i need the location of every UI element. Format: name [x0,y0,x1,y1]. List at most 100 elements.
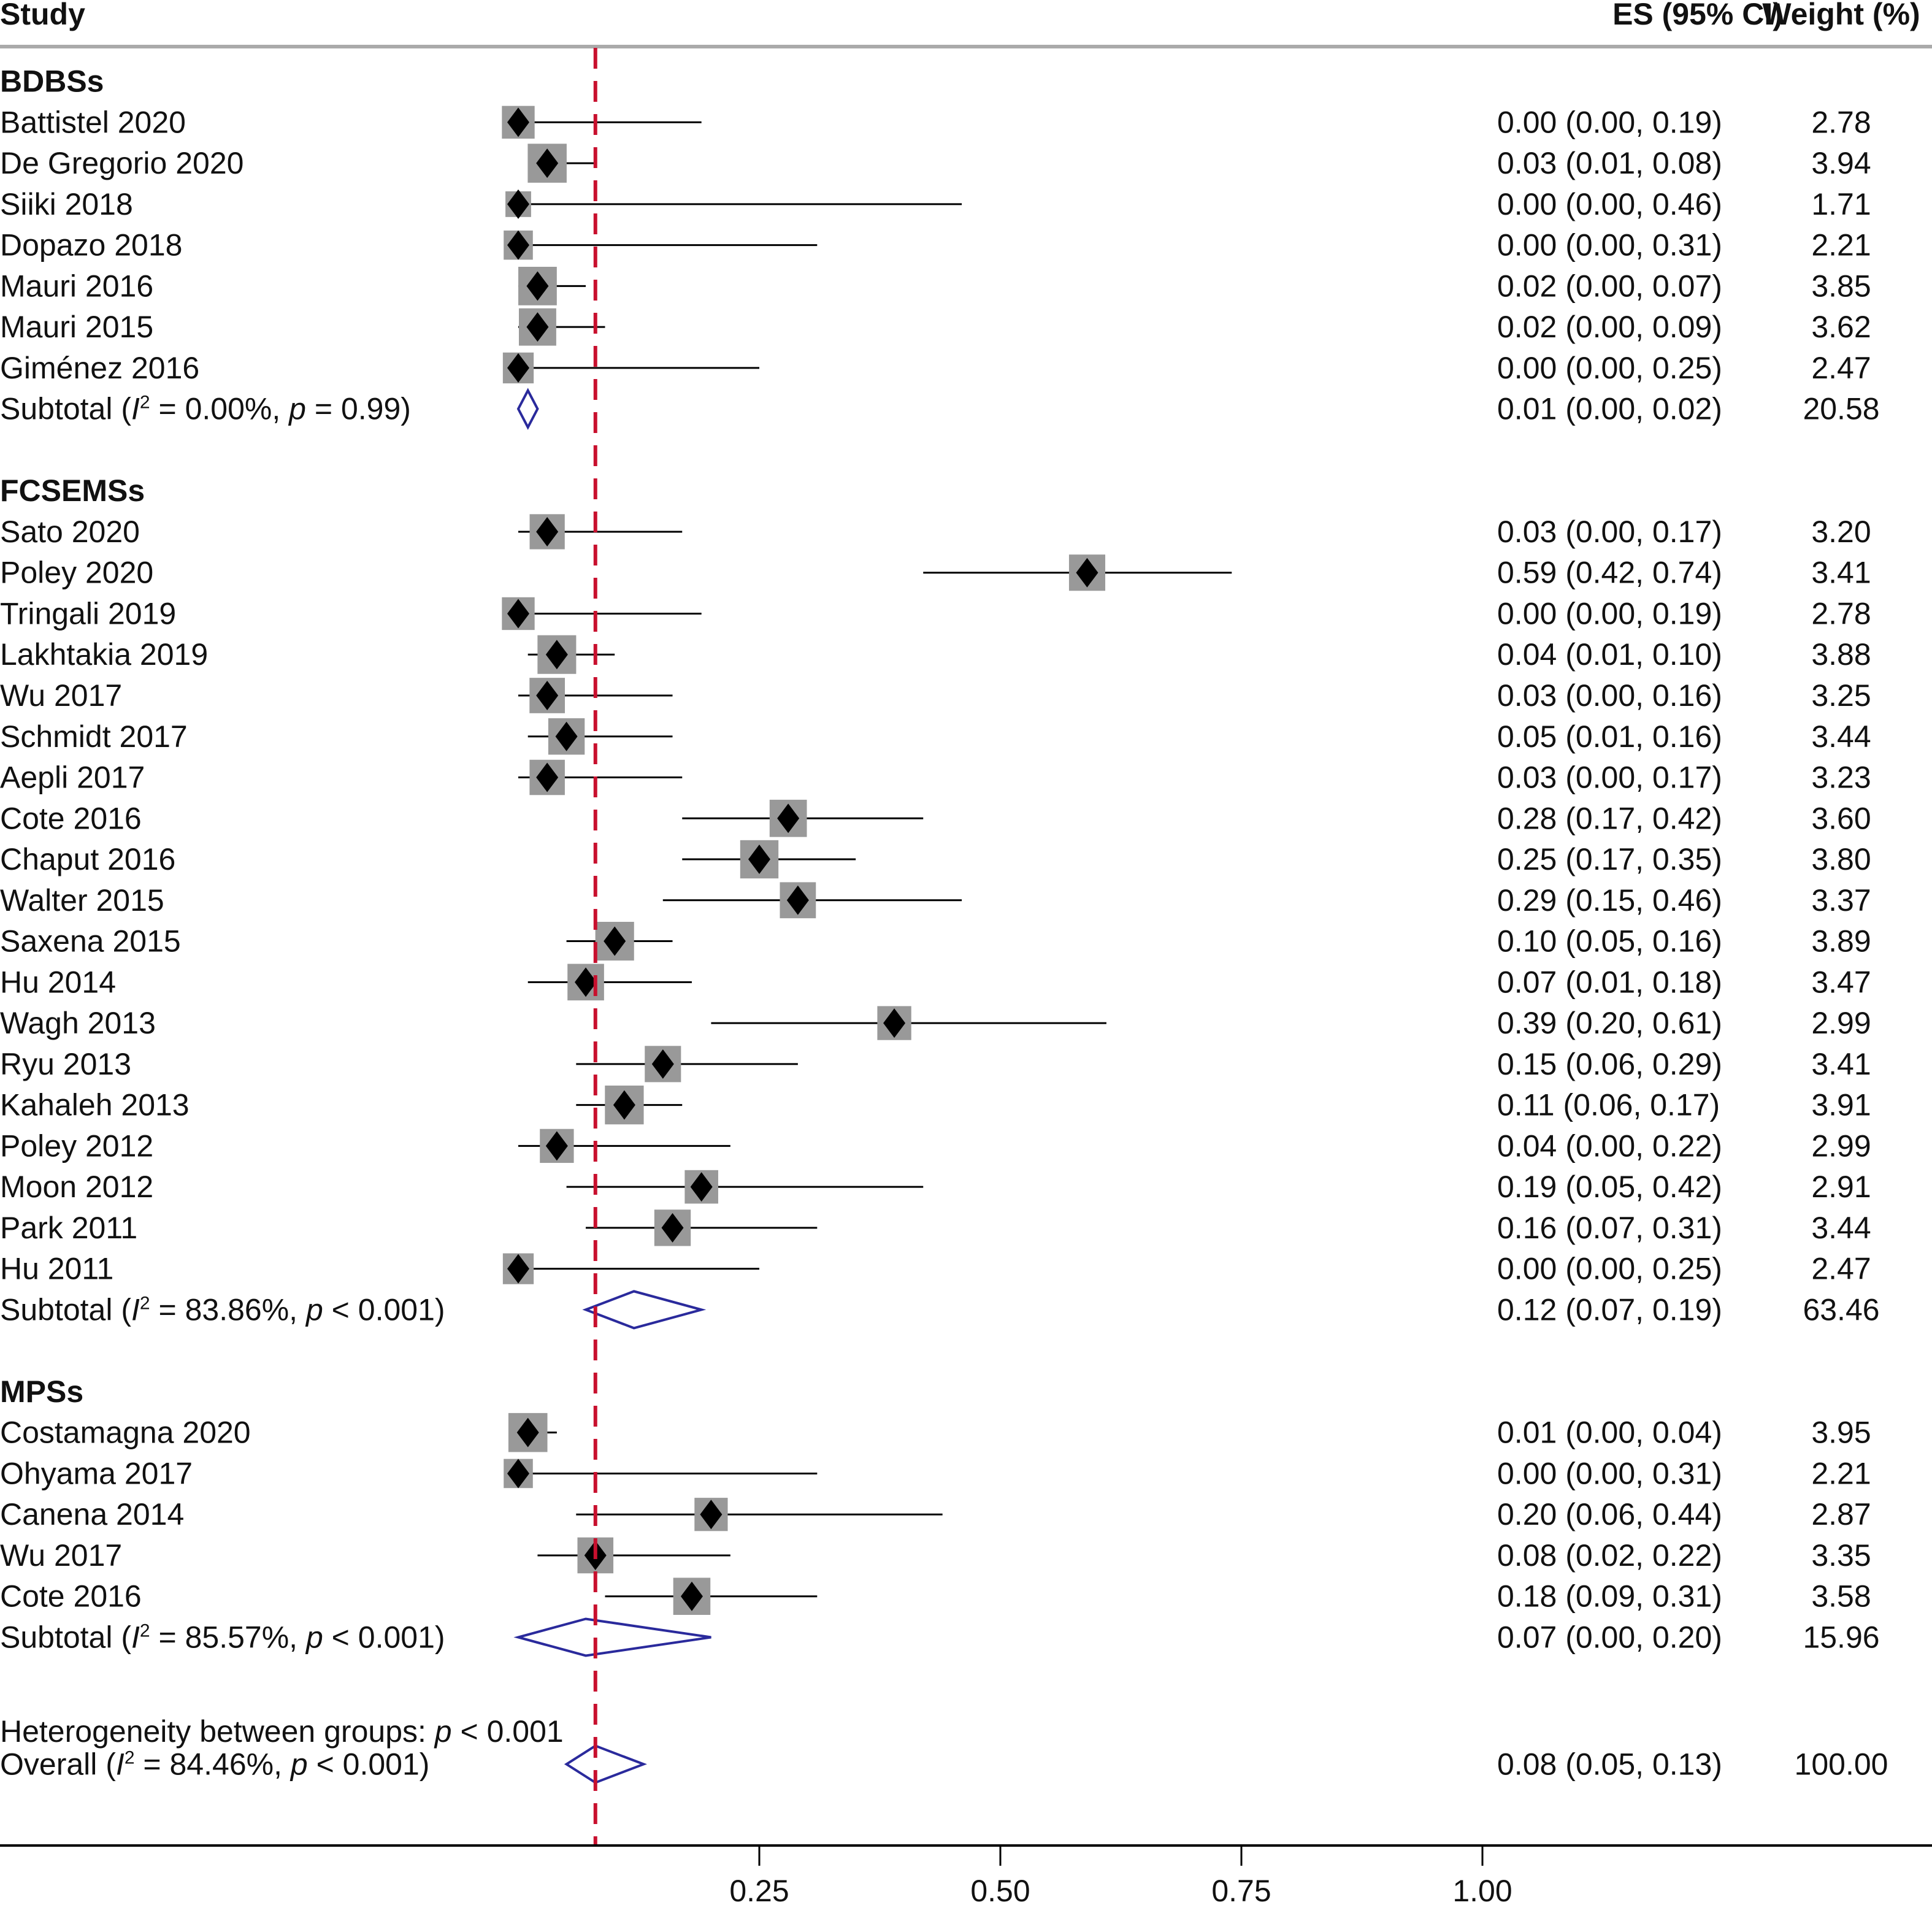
heterogeneity-label: Heterogeneity between groups: p < 0.001 [0,1714,564,1749]
subtotal-label: Subtotal (I2 = 0.00%, p = 0.99) [0,392,411,426]
study-label: Ohyama 2017 [0,1456,193,1490]
header-study: Study [0,0,85,31]
es-ci-value: 0.39 (0.20, 0.61) [1497,1006,1722,1040]
es-ci-value: 0.28 (0.17, 0.42) [1497,801,1722,835]
es-ci-value: 0.15 (0.06, 0.29) [1497,1047,1722,1081]
study-label: Moon 2012 [0,1170,153,1204]
point-estimate [526,271,549,301]
weight-value: 3.41 [1811,1047,1871,1081]
es-ci-value: 0.18 (0.09, 0.31) [1497,1579,1722,1614]
subtotal-diamond [582,1290,707,1330]
subtotal-es-ci: 0.07 (0.00, 0.20) [1497,1620,1722,1654]
study-label: De Gregorio 2020 [0,146,243,180]
overall-weight: 100.00 [1795,1747,1888,1781]
point-estimate [661,1213,684,1243]
group-heading: FCSEMSs [0,473,145,508]
weight-value: 3.37 [1811,883,1871,918]
es-ci-value: 0.08 (0.02, 0.22) [1497,1538,1722,1573]
es-ci-value: 0.03 (0.00, 0.17) [1497,761,1722,795]
es-ci-value: 0.11 (0.06, 0.17) [1497,1088,1720,1122]
group-heading: MPSs [0,1374,83,1409]
es-ci-value: 0.00 (0.00, 0.25) [1497,1252,1722,1286]
point-estimate [507,189,529,219]
study-label: Dopazo 2018 [0,228,182,263]
study-label: Sato 2020 [0,515,140,549]
es-ci-value: 0.04 (0.00, 0.22) [1497,1129,1722,1163]
point-estimate [575,967,597,997]
point-estimate [516,1417,539,1447]
x-tick-label: 0.50 [970,1874,1030,1905]
weight-value: 3.95 [1811,1416,1871,1450]
weight-value: 3.58 [1811,1579,1871,1614]
point-estimate [536,762,559,792]
weight-value: 3.20 [1811,515,1871,549]
study-label: Cote 2016 [0,1579,142,1614]
point-estimate [507,599,529,629]
es-ci-value: 0.03 (0.01, 0.08) [1497,146,1722,180]
study-label: Lakhtakia 2019 [0,637,208,672]
weight-value: 1.71 [1811,187,1871,221]
es-ci-value: 0.10 (0.05, 0.16) [1497,924,1722,959]
x-tick-label: 1.00 [1452,1874,1512,1905]
es-ci-value: 0.03 (0.00, 0.17) [1497,515,1722,549]
point-estimate [536,681,559,710]
point-estimate [700,1500,723,1530]
overall-diamond [564,1744,647,1784]
point-estimate [545,640,568,670]
group-heading: BDBSs [0,64,104,99]
weight-value: 3.47 [1811,965,1871,999]
study-label: Costamagna 2020 [0,1416,251,1450]
weight-value: 2.47 [1811,1252,1871,1286]
header-weight: Weight (%) [1762,0,1920,31]
point-estimate [507,353,529,383]
es-ci-value: 0.00 (0.00, 0.31) [1497,228,1722,263]
point-estimate [536,516,559,546]
study-label: Schmidt 2017 [0,719,188,754]
x-tick-label: 0.75 [1211,1874,1271,1905]
weight-value: 2.78 [1811,105,1871,139]
es-ci-value: 0.00 (0.00, 0.46) [1497,187,1722,221]
point-estimate [507,230,529,260]
study-label: Tringali 2019 [0,596,176,631]
weight-value: 3.89 [1811,924,1871,959]
weight-value: 3.44 [1811,719,1871,754]
study-label: Mauri 2016 [0,269,153,303]
study-label: Canena 2014 [0,1497,184,1531]
subtotal-weight: 20.58 [1803,392,1879,426]
es-ci-value: 0.59 (0.42, 0.74) [1497,556,1722,590]
weight-value: 3.85 [1811,269,1871,303]
weight-value: 3.60 [1811,801,1871,835]
point-estimate [777,803,800,834]
point-estimate [748,845,770,875]
study-label: Siiki 2018 [0,187,133,221]
es-ci-value: 0.16 (0.07, 0.31) [1497,1211,1722,1245]
study-label: Wu 2017 [0,678,122,713]
study-label: Wu 2017 [0,1538,122,1573]
study-label: Chaput 2016 [0,842,175,876]
weight-value: 3.80 [1811,842,1871,876]
weight-value: 3.25 [1811,678,1871,713]
point-estimate [690,1172,713,1202]
es-ci-value: 0.07 (0.01, 0.18) [1497,965,1722,999]
subtotal-diamond [516,388,539,430]
subtotal-weight: 63.46 [1803,1292,1879,1327]
weight-value: 2.87 [1811,1497,1871,1531]
study-label: Ryu 2013 [0,1047,131,1081]
subtotal-weight: 15.96 [1803,1620,1879,1654]
x-tick-label: 0.25 [729,1874,789,1905]
study-label: Wagh 2013 [0,1006,156,1040]
weight-value: 3.44 [1811,1211,1871,1245]
es-ci-value: 0.25 (0.17, 0.35) [1497,842,1722,876]
weight-value: 3.35 [1811,1538,1871,1573]
point-estimate [680,1581,703,1611]
point-estimate [555,721,578,751]
es-ci-value: 0.02 (0.00, 0.09) [1497,310,1722,344]
study-label: Kahaleh 2013 [0,1088,190,1122]
weight-value: 2.47 [1811,351,1871,385]
weight-value: 2.99 [1811,1006,1871,1040]
es-ci-value: 0.00 (0.00, 0.25) [1497,351,1722,385]
weight-value: 2.99 [1811,1129,1871,1163]
point-estimate [526,312,549,342]
overall-es-ci: 0.08 (0.05, 0.13) [1497,1747,1722,1781]
